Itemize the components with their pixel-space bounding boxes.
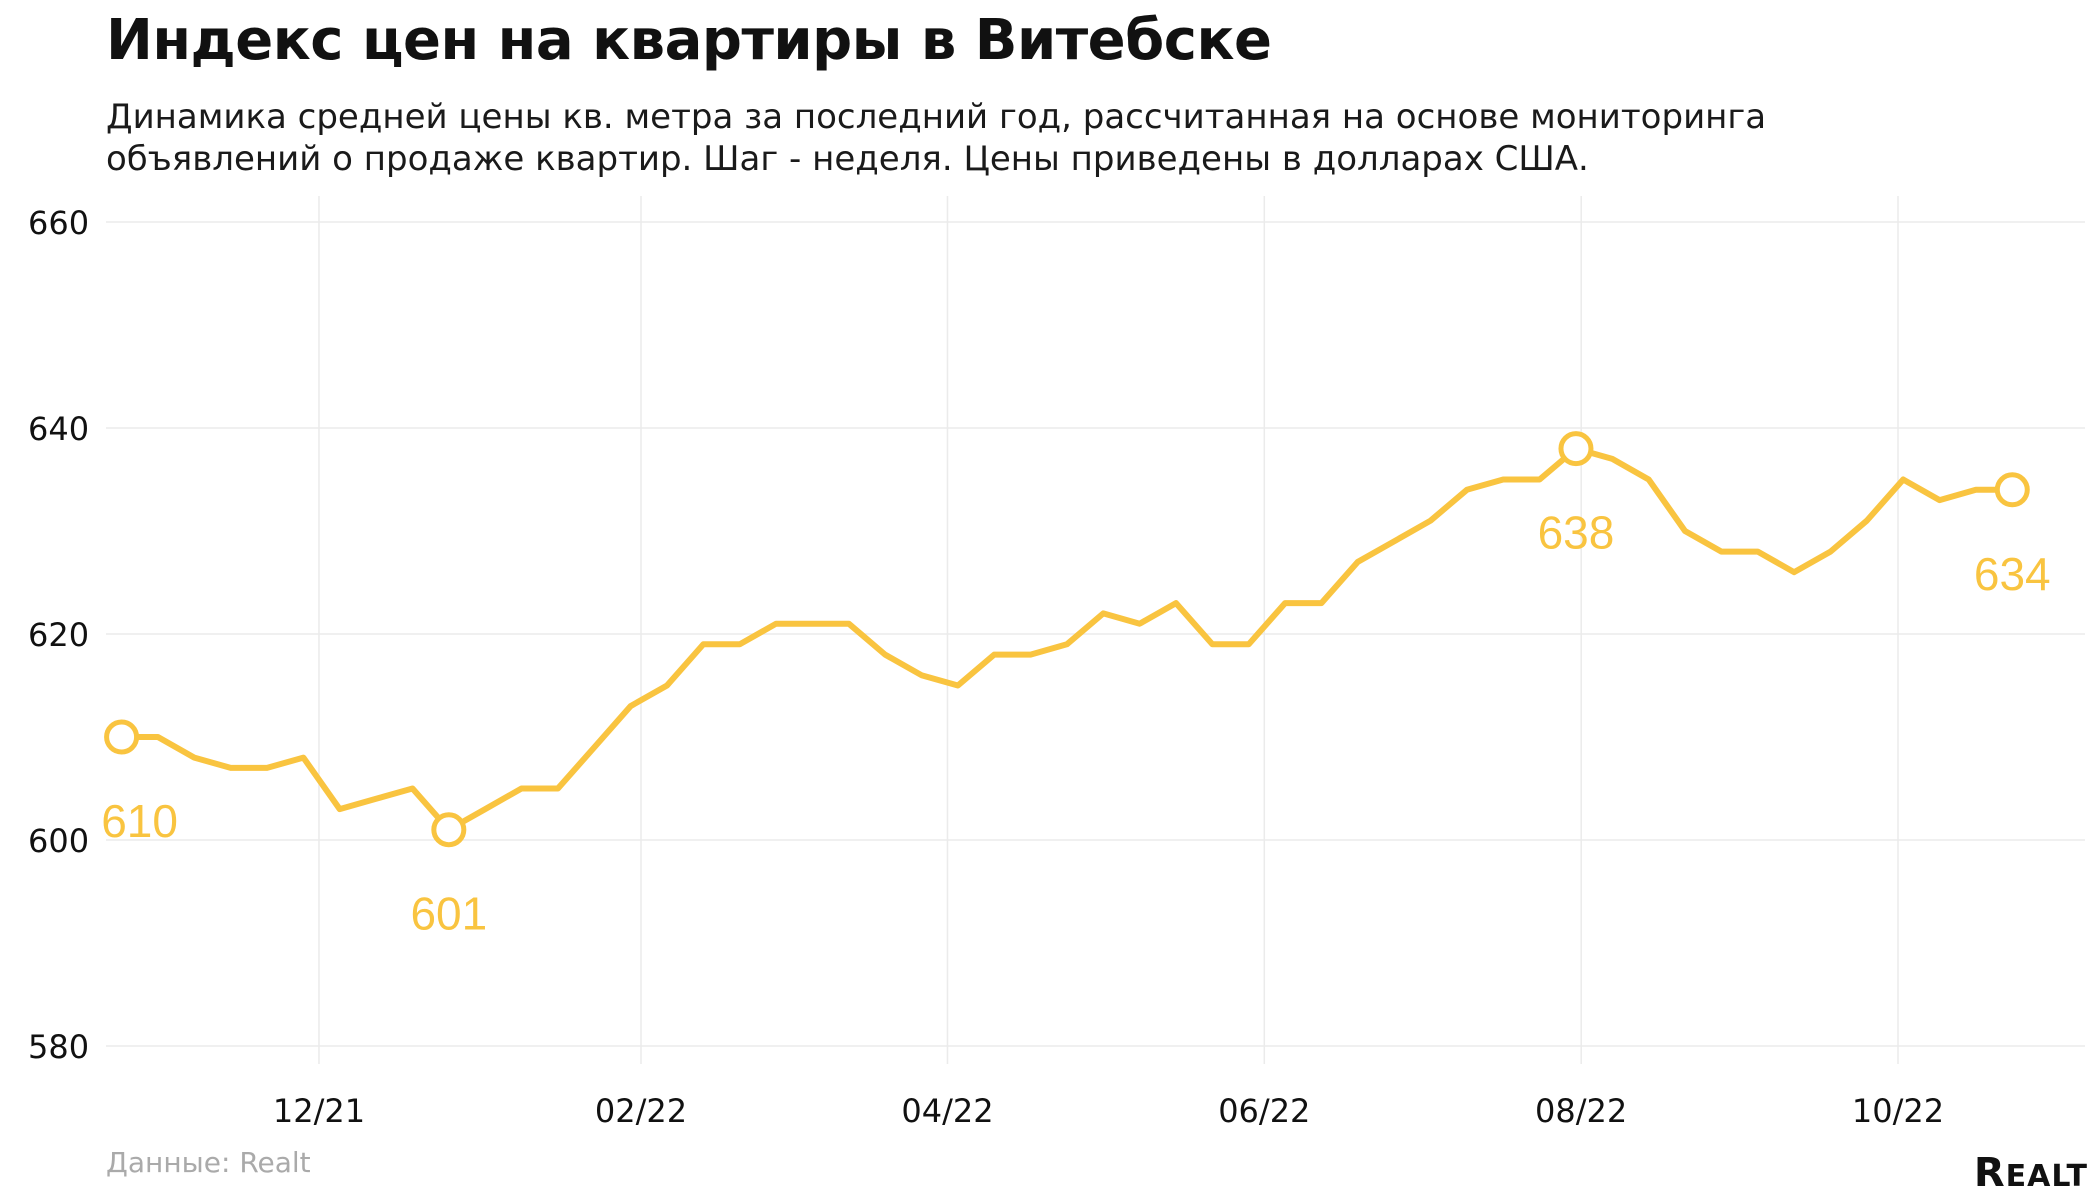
series-line-0 — [118, 445, 2016, 833]
point-marker-638 — [1558, 431, 1594, 467]
y-gridlines — [106, 221, 2085, 1047]
series-group — [118, 445, 2016, 833]
x-tick-label-04-22: 04/22 — [901, 1092, 993, 1130]
point-marker-601 — [431, 812, 467, 848]
subtitle-line-2: объявлений о продаже квартир. Шаг - неде… — [106, 139, 1589, 179]
point-marker-610 — [104, 719, 140, 755]
x-tick-label-10-22: 10/22 — [1852, 1092, 1944, 1130]
logo-lead: R — [1973, 1150, 2006, 1196]
x-tick-label-06-22: 06/22 — [1218, 1092, 1310, 1130]
point-label-610: 610 — [101, 795, 178, 847]
x-tick-label-12-21: 12/21 — [273, 1092, 365, 1130]
logo-rest: EALT — [2005, 1159, 2088, 1194]
y-tick-label-660: 660 — [28, 204, 89, 242]
point-marker-634 — [1994, 472, 2030, 508]
subtitle-line-1: Динамика средней цены кв. метра за после… — [106, 97, 1767, 137]
x-tick-label-08-22: 08/22 — [1535, 1092, 1627, 1130]
point-label-601: 601 — [410, 888, 487, 940]
annotations-group: 610 601 638 634 — [101, 431, 2051, 940]
y-tick-label-620: 620 — [28, 616, 89, 654]
realt-logo: REALT — [1974, 1150, 2088, 1196]
x-tick-label-02-22: 02/22 — [595, 1092, 687, 1130]
x-tick-labels: 12/21 02/22 04/22 06/22 08/22 10/22 — [273, 1092, 1944, 1130]
y-tick-label-600: 600 — [28, 822, 89, 860]
point-label-638: 638 — [1538, 507, 1615, 559]
data-source: Данные: Realt — [106, 1146, 311, 1179]
y-tick-label-640: 640 — [28, 410, 89, 448]
y-tick-labels: 580 600 620 640 660 — [28, 204, 89, 1066]
chart-subtitle: Динамика средней цены кв. метра за после… — [106, 96, 1766, 180]
x-gridlines — [318, 196, 1899, 1064]
point-label-634: 634 — [1974, 548, 2051, 600]
y-tick-label-580: 580 — [28, 1028, 89, 1066]
chart-title: Индекс цен на квартиры в Витебске — [106, 8, 1272, 73]
